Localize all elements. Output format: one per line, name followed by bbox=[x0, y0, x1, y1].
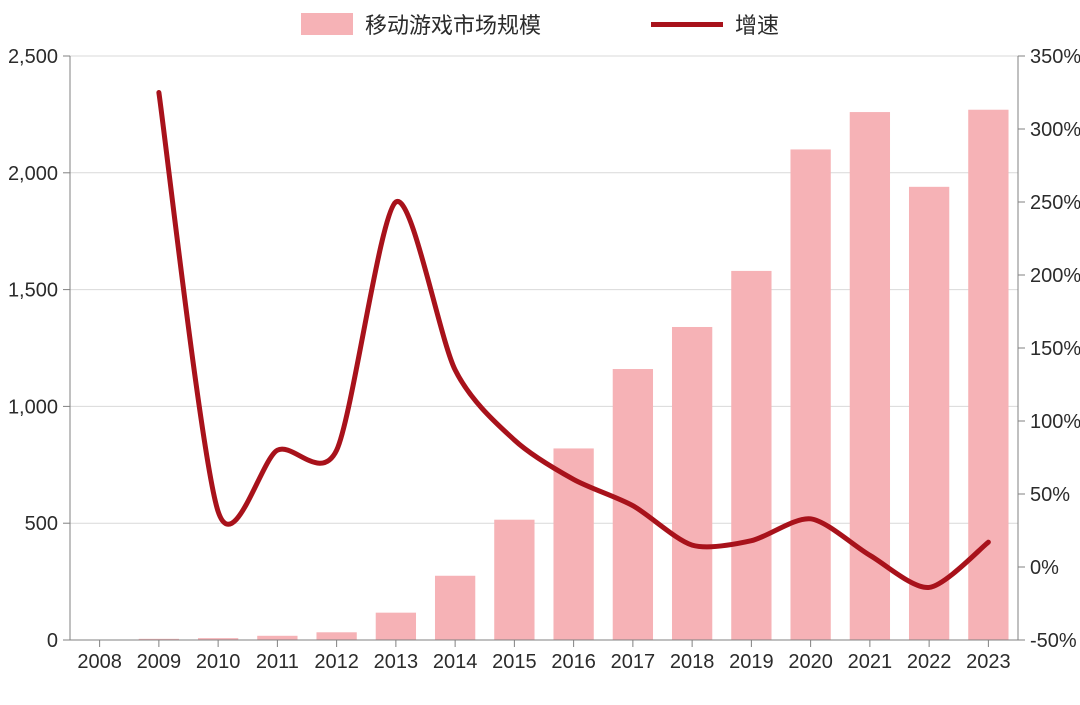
chart-container: 移动游戏市场规模 增速 0 500 1,000 1,500 2,000 2,500 -50%… bbox=[0, 0, 1080, 705]
legend-item-bars: 移动游戏市场规模 bbox=[301, 8, 541, 40]
y-right-label: 0% bbox=[1030, 557, 1059, 579]
y-left-label: 2,000 bbox=[8, 163, 58, 185]
y-left-label: 500 bbox=[25, 513, 58, 535]
x-label: 2020 bbox=[788, 651, 833, 673]
y-right-label: 350% bbox=[1030, 46, 1080, 68]
x-label: 2023 bbox=[966, 651, 1011, 673]
x-label: 2018 bbox=[670, 651, 715, 673]
y-right-label: -50% bbox=[1030, 630, 1077, 652]
y-right-label: 300% bbox=[1030, 119, 1080, 141]
bar bbox=[850, 112, 890, 640]
bar bbox=[790, 149, 830, 640]
y-left-ticks: 0 500 1,000 1,500 2,000 2,500 bbox=[8, 46, 70, 652]
legend-item-line: 增速 bbox=[651, 8, 779, 40]
x-label: 2017 bbox=[611, 651, 656, 673]
y-left-label: 0 bbox=[47, 630, 58, 652]
y-right-label: 200% bbox=[1030, 265, 1080, 287]
bar bbox=[316, 632, 356, 640]
legend-bar-swatch bbox=[301, 13, 353, 35]
x-label: 2013 bbox=[374, 651, 419, 673]
x-label: 2022 bbox=[907, 651, 952, 673]
x-label: 2009 bbox=[137, 651, 182, 673]
bar bbox=[672, 327, 712, 640]
x-label: 2021 bbox=[848, 651, 893, 673]
bar bbox=[968, 110, 1008, 640]
y-right-label: 150% bbox=[1030, 338, 1080, 360]
x-label: 2015 bbox=[492, 651, 537, 673]
y-left-label: 1,500 bbox=[8, 280, 58, 302]
bars-group bbox=[79, 110, 1008, 640]
y-left-label: 2,500 bbox=[8, 46, 58, 68]
bar bbox=[376, 613, 416, 640]
y-left-label: 1,000 bbox=[8, 396, 58, 418]
x-label: 2012 bbox=[314, 651, 359, 673]
legend-bar-label: 移动游戏市场规模 bbox=[365, 8, 541, 40]
y-right-label: 100% bbox=[1030, 411, 1080, 433]
bar bbox=[494, 520, 534, 640]
bar bbox=[257, 636, 297, 640]
x-ticks: 2008 2009 2010 2011 2012 2013 2014 2015 2016 2017… bbox=[77, 640, 1010, 673]
bar bbox=[909, 187, 949, 640]
legend-line-swatch bbox=[651, 22, 723, 27]
legend: 移动游戏市场规模 增速 bbox=[0, 0, 1080, 48]
y-right-label: 50% bbox=[1030, 484, 1070, 506]
x-label: 2016 bbox=[551, 651, 596, 673]
y-right-label: 250% bbox=[1030, 192, 1080, 214]
bar bbox=[731, 271, 771, 640]
chart-svg: 0 500 1,000 1,500 2,000 2,500 -50% 0% 50% 100% 150… bbox=[0, 0, 1080, 705]
bar bbox=[435, 576, 475, 640]
x-label: 2008 bbox=[77, 651, 122, 673]
x-label: 2010 bbox=[196, 651, 241, 673]
x-label: 2019 bbox=[729, 651, 774, 673]
legend-line-label: 增速 bbox=[735, 8, 779, 40]
y-right-ticks: -50% 0% 50% 100% 150% 200% 250% 300% 350% bbox=[1018, 46, 1080, 652]
x-label: 2011 bbox=[256, 651, 299, 673]
x-label: 2014 bbox=[433, 651, 478, 673]
